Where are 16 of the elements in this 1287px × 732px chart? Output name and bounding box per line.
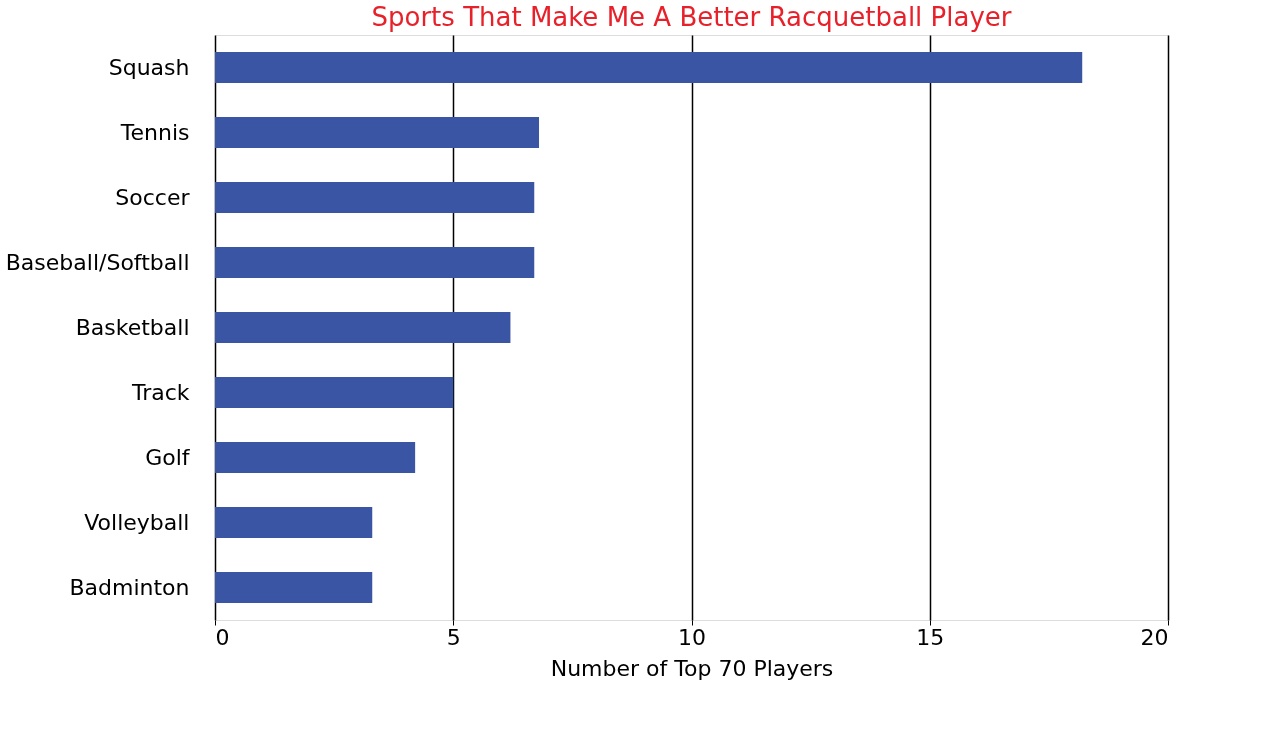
x-tick-label: 15 bbox=[916, 624, 945, 650]
y-tick-label: Badminton bbox=[69, 574, 190, 600]
y-tick-label: Track bbox=[130, 379, 190, 405]
y-tick-label: Baseball/Softball bbox=[5, 249, 190, 275]
x-tick-label: 5 bbox=[446, 624, 461, 650]
y-tick-label: Basketball bbox=[75, 314, 190, 340]
y-tick-label: Volleyball bbox=[84, 509, 190, 535]
x-tick-label: 0 bbox=[215, 624, 230, 650]
x-axis-title: Number of Top 70 Players bbox=[550, 655, 834, 681]
y-tick-label: Soccer bbox=[115, 184, 191, 210]
y-tick-label: Tennis bbox=[119, 119, 190, 145]
x-tick-label: 20 bbox=[1140, 624, 1169, 650]
chart-title: Sports That Make Me A Better Racquetball Player bbox=[371, 2, 1012, 32]
y-tick-label: Squash bbox=[108, 54, 190, 80]
x-tick-label: 10 bbox=[678, 624, 706, 650]
y-tick-label: Golf bbox=[145, 444, 191, 470]
